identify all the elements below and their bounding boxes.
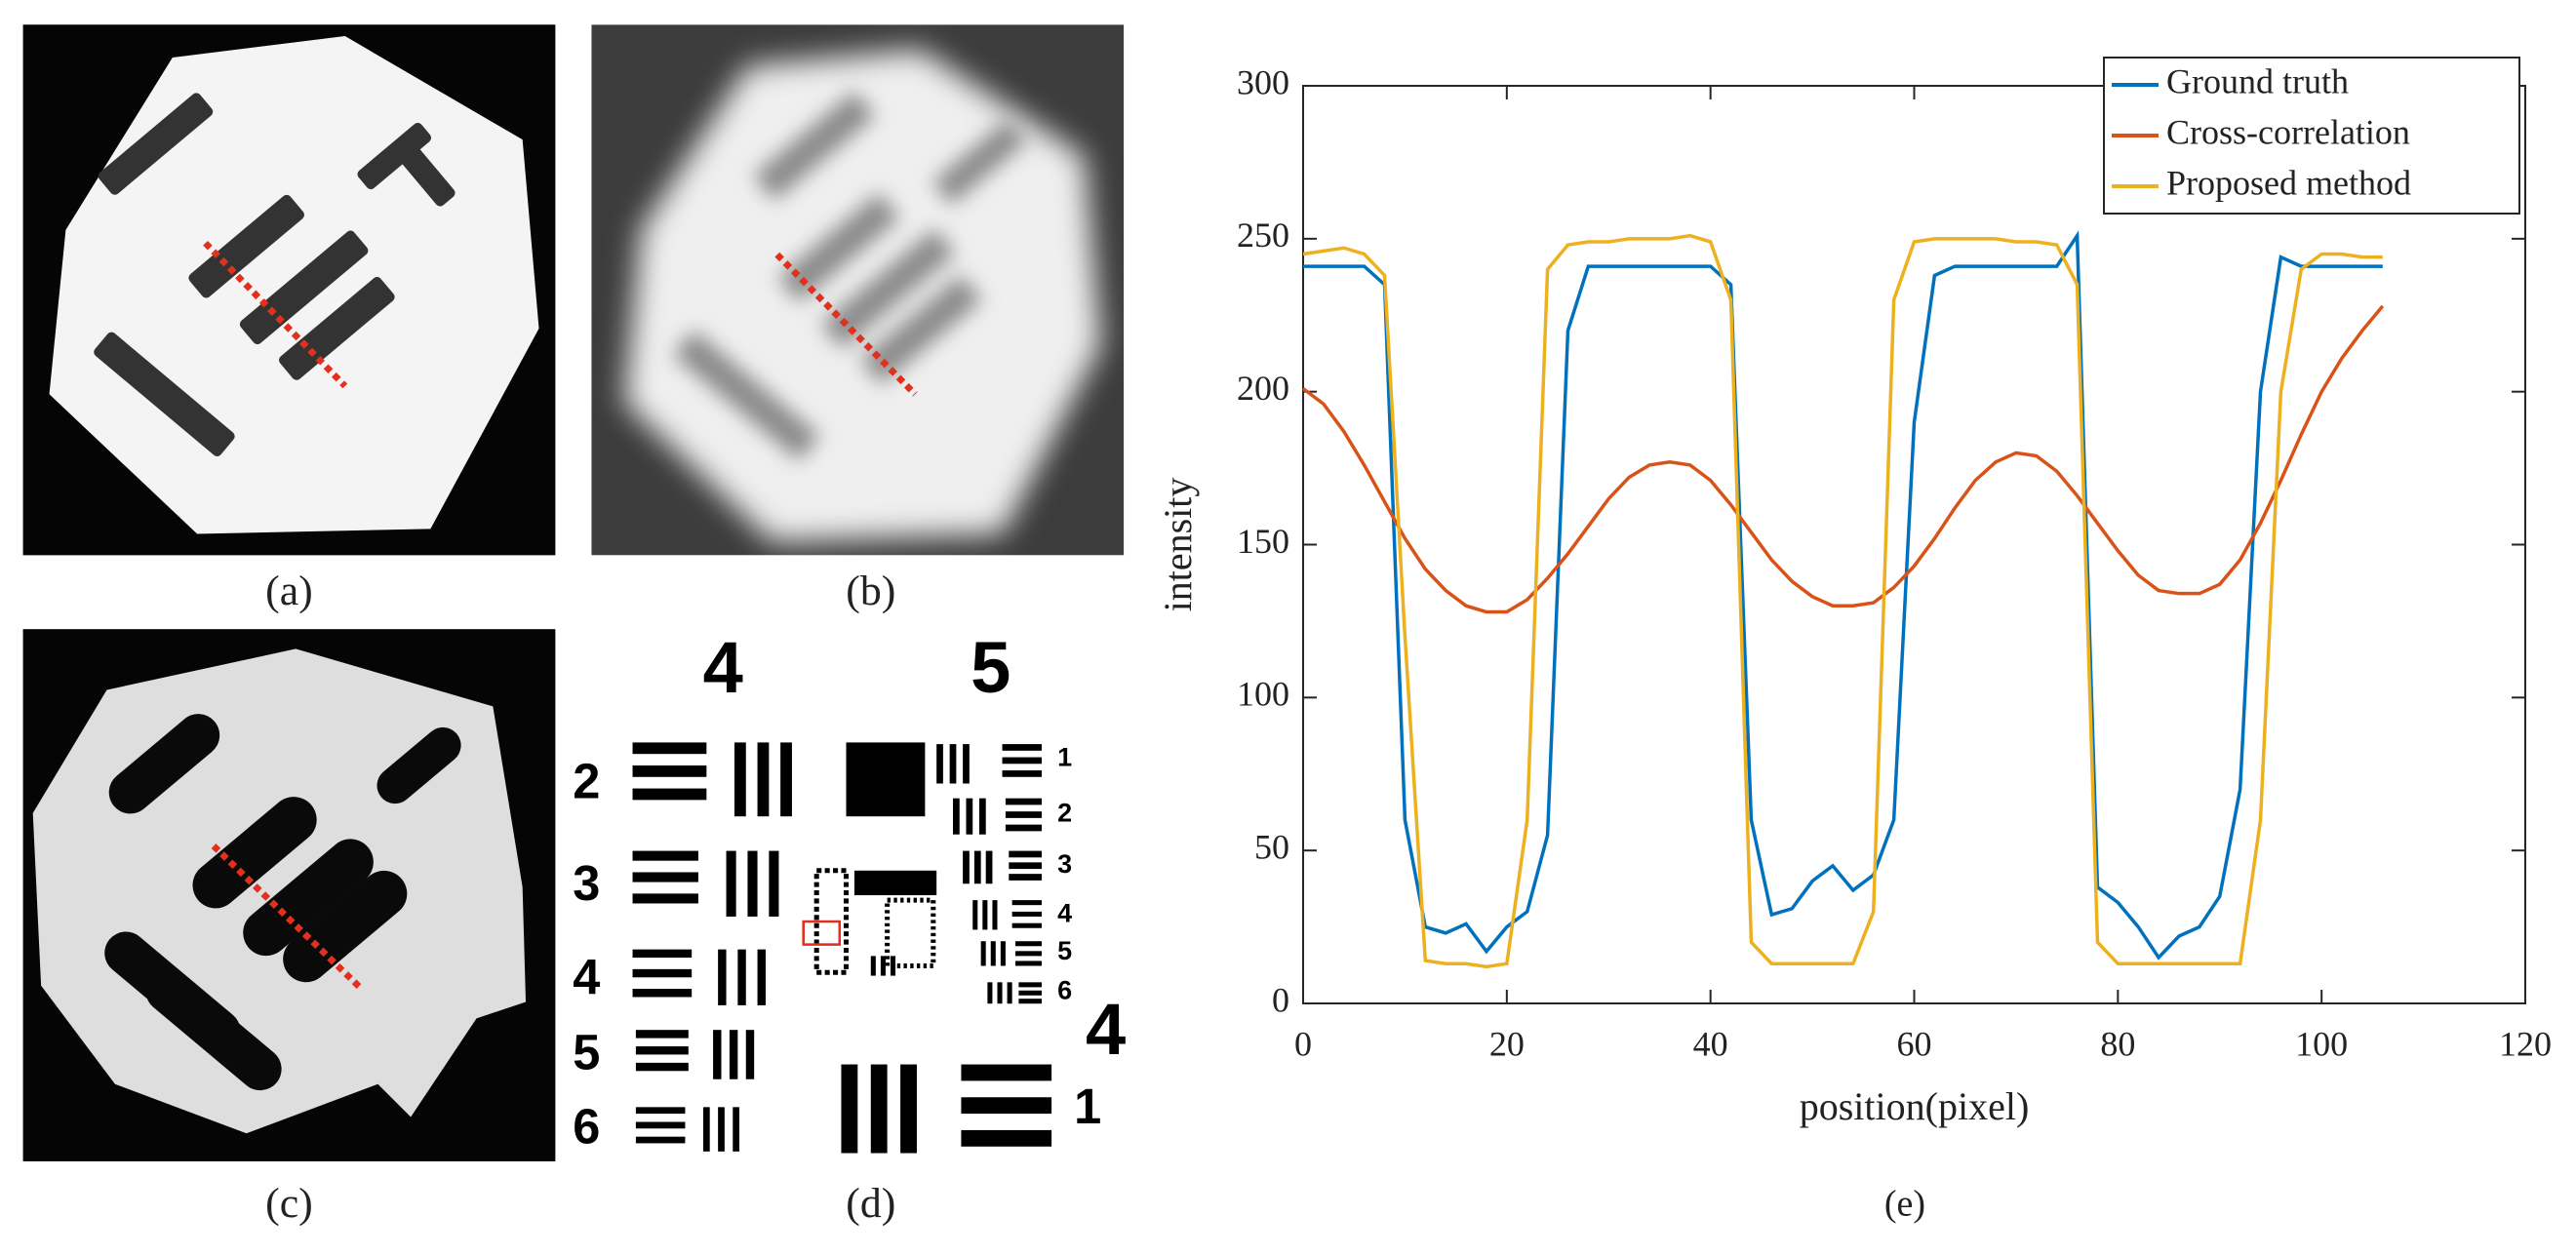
target-number: 4 xyxy=(1086,989,1126,1070)
y-tick-label: 50 xyxy=(1254,827,1289,866)
x-tick-label: 80 xyxy=(2100,1024,2135,1063)
target-number: 6 xyxy=(573,1098,600,1154)
x-tick-label: 120 xyxy=(2499,1024,2552,1063)
panel-label: (a) xyxy=(265,568,313,614)
target-number: 4 xyxy=(703,627,743,708)
target-number: 3 xyxy=(573,855,600,911)
target-number: 5 xyxy=(1057,936,1072,965)
x-tick-label: 100 xyxy=(2295,1024,2348,1063)
series-line xyxy=(1302,233,2383,969)
y-tick-label: 300 xyxy=(1237,62,1289,101)
series-line xyxy=(1303,230,2383,961)
legend-box xyxy=(2103,57,2520,215)
target-number: 4 xyxy=(573,949,600,1004)
y-tick-label: 150 xyxy=(1237,522,1289,561)
target-number: 5 xyxy=(573,1024,600,1079)
series-line xyxy=(1301,304,2385,614)
panel-label: (c) xyxy=(265,1180,313,1227)
target-number: 1 xyxy=(1074,1079,1101,1134)
y-axis-label: intensity xyxy=(1156,478,1200,612)
panel-label: (d) xyxy=(846,1180,895,1227)
y-tick-label: 100 xyxy=(1237,675,1289,714)
target-number: 2 xyxy=(1057,799,1072,828)
x-tick-label: 20 xyxy=(1489,1024,1525,1063)
x-tick-label: 40 xyxy=(1693,1024,1728,1063)
line-chart: 0 20 40 60 80 100 120 0 50 100 150 200 250 300 positio… xyxy=(1156,57,2552,1128)
x-tick-label: 0 xyxy=(1294,1024,1312,1063)
panel-label: (e) xyxy=(1884,1184,1925,1225)
target-number: 2 xyxy=(573,754,600,809)
panel-a-image xyxy=(22,24,556,556)
target-number: 1 xyxy=(1057,742,1072,771)
legend-label: Proposed method xyxy=(2166,163,2411,202)
target-number: 6 xyxy=(1057,976,1072,1005)
target-number: 3 xyxy=(1057,849,1072,879)
panel-label: (b) xyxy=(846,568,895,614)
y-tick-label: 250 xyxy=(1237,216,1289,255)
y-tick-label: 200 xyxy=(1237,369,1289,408)
panel-c-image xyxy=(22,629,556,1161)
panel-d-image xyxy=(632,742,1052,1154)
panel-b-image xyxy=(591,24,1125,556)
legend: Ground truth Cross-correlation Proposed me… xyxy=(2103,57,2520,215)
legend-label: Cross-correlation xyxy=(2166,112,2410,151)
y-tick-label: 0 xyxy=(1272,980,1289,1019)
legend-label: Ground truth xyxy=(2166,61,2349,100)
target-number: 4 xyxy=(1057,898,1072,927)
image-panels: (a) (b) xyxy=(22,24,1126,1227)
panel-d-numbers: 4 5 2 3 4 5 6 1 2 3 4 5 6 4 1 xyxy=(573,627,1126,1154)
plot-area xyxy=(1302,85,2526,1004)
x-tick-label: 60 xyxy=(1897,1024,1932,1063)
x-axis-label: position(pixel) xyxy=(1800,1084,2030,1128)
target-number: 5 xyxy=(971,627,1011,708)
